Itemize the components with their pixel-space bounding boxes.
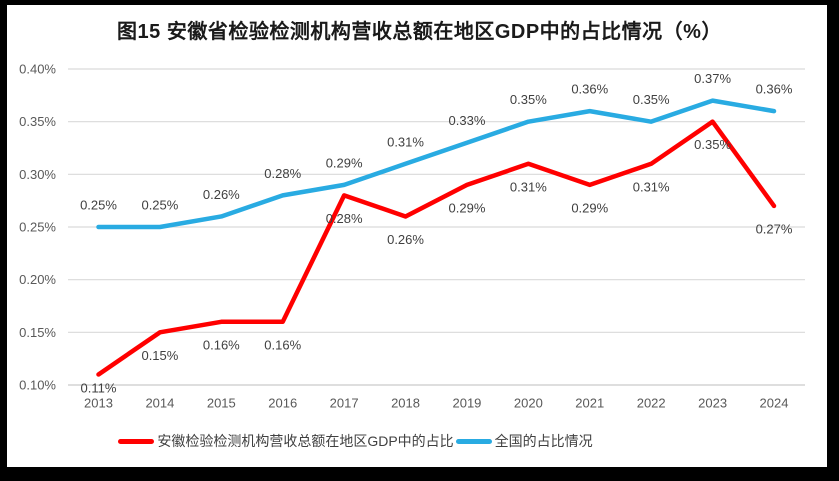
anhui-data-label: 0.29% xyxy=(571,200,608,215)
y-axis-tick-label: 0.20% xyxy=(19,272,56,287)
frame-border-top xyxy=(0,0,839,5)
national-line-swatch-icon xyxy=(455,438,492,444)
anhui-data-label: 0.28% xyxy=(326,211,363,226)
anhui-line-swatch-icon xyxy=(118,438,155,444)
x-axis-tick-label: 2013 xyxy=(84,396,113,411)
legend-item-anhui: 安徽检验检测机构营收总额在地区GDP中的占比 xyxy=(118,431,454,451)
x-axis-tick-label: 2017 xyxy=(330,396,359,411)
y-axis-tick-label: 0.40% xyxy=(19,62,56,77)
anhui-line xyxy=(96,119,777,377)
frame-border-right xyxy=(827,0,839,481)
anhui-data-label: 0.26% xyxy=(387,232,424,247)
legend-item-national: 全国的占比情况 xyxy=(455,431,593,451)
anhui-data-label: 0.31% xyxy=(633,179,670,194)
national-data-label: 0.36% xyxy=(571,82,608,97)
legend-label-national: 全国的占比情况 xyxy=(494,433,593,449)
national-data-label: 0.33% xyxy=(449,113,486,128)
x-axis-tick-label: 2019 xyxy=(452,396,481,411)
y-axis-tick-label: 0.25% xyxy=(19,220,56,235)
x-axis-tick-label: 2016 xyxy=(268,396,297,411)
x-axis-tick-label: 2021 xyxy=(575,396,604,411)
national-data-label: 0.28% xyxy=(264,166,301,181)
y-axis-tick-label: 0.30% xyxy=(19,167,56,182)
legend: 安徽检验检测机构营收总额在地区GDP中的占比 全国的占比情况 xyxy=(0,431,839,451)
x-axis-tick-label: 2023 xyxy=(698,396,727,411)
national-data-label: 0.26% xyxy=(203,187,240,202)
national-line xyxy=(96,98,777,230)
y-axis-tick-label: 0.35% xyxy=(19,114,56,129)
y-axis-tick-label: 0.15% xyxy=(19,325,56,340)
national-data-label: 0.31% xyxy=(387,134,424,149)
anhui-data-label: 0.35% xyxy=(694,137,731,152)
national-data-label: 0.36% xyxy=(756,82,793,97)
anhui-data-label: 0.27% xyxy=(756,221,793,236)
anhui-data-label: 0.16% xyxy=(203,337,240,352)
national-data-label: 0.37% xyxy=(694,71,731,86)
national-data-label: 0.35% xyxy=(510,92,547,107)
national-data-label: 0.25% xyxy=(80,198,117,213)
x-axis-tick-label: 2014 xyxy=(145,396,174,411)
x-axis-tick-label: 2018 xyxy=(391,396,420,411)
anhui-data-label: 0.29% xyxy=(449,200,486,215)
anhui-data-label: 0.11% xyxy=(81,381,117,396)
y-axis-tick-label: 0.10% xyxy=(19,378,56,393)
x-axis-tick-label: 2015 xyxy=(207,396,236,411)
chart-title: 图15 安徽省检验检测机构营收总额在地区GDP中的占比情况（%） xyxy=(117,21,722,43)
x-axis-tick-label: 2022 xyxy=(637,396,666,411)
legend-label-anhui: 安徽检验检测机构营收总额在地区GDP中的占比 xyxy=(157,433,454,449)
anhui-data-label: 0.15% xyxy=(141,348,178,363)
x-axis-tick-label: 2020 xyxy=(514,396,543,411)
national-data-label: 0.29% xyxy=(326,155,363,170)
frame-border-bottom xyxy=(0,467,839,481)
national-data-label: 0.35% xyxy=(633,92,670,107)
anhui-data-label: 0.16% xyxy=(264,337,301,352)
x-axis-tick-label: 2024 xyxy=(760,396,789,411)
national-data-label: 0.25% xyxy=(141,198,178,213)
anhui-data-label: 0.31% xyxy=(510,179,547,194)
frame-border-left xyxy=(0,0,7,481)
